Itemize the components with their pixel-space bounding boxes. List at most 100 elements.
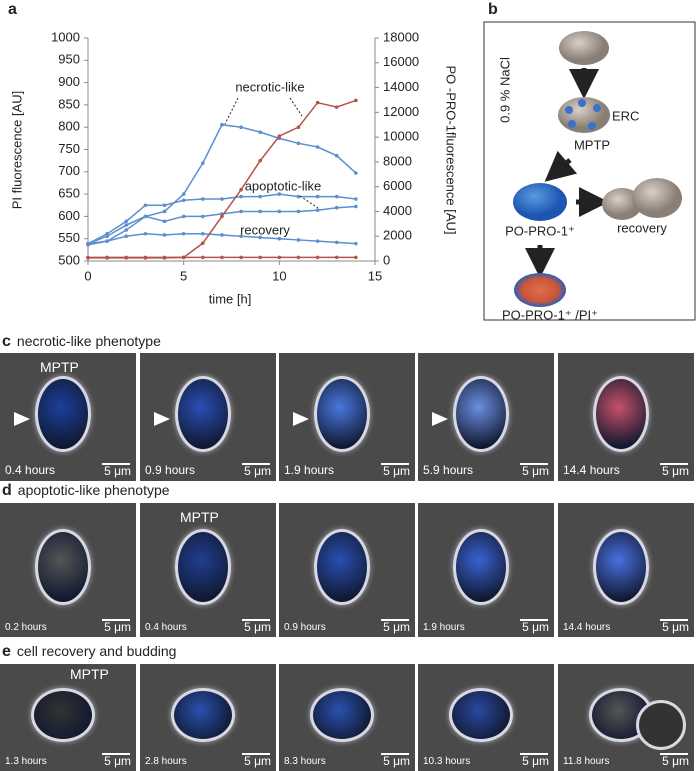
point (86, 255, 90, 260)
scale-label: 5 μm (522, 464, 549, 478)
point (105, 255, 109, 260)
arrow (154, 412, 170, 426)
point (315, 239, 320, 243)
y2-tick-label: 8000 (383, 153, 412, 168)
y2-tick-label: 16000 (383, 54, 419, 69)
y2-tick-label: 6000 (383, 178, 412, 193)
point (354, 197, 358, 201)
point (86, 241, 90, 246)
scale-label: 5 μm (522, 620, 549, 634)
scale-bar (381, 619, 409, 621)
point (277, 255, 282, 260)
panel-label: b (488, 1, 498, 18)
point (296, 194, 301, 199)
time-label: 11.8 hours (563, 756, 610, 767)
micrograph: 11.8 hours 5 μm (558, 664, 694, 771)
cell (310, 687, 374, 742)
scale-label: 5 μm (383, 464, 410, 478)
y2-tick-label: 4000 (383, 203, 412, 218)
cell (559, 31, 609, 65)
scale-bar (520, 463, 548, 465)
panel-label: d (2, 482, 12, 499)
point (334, 240, 339, 245)
point (258, 158, 263, 163)
point (258, 255, 263, 260)
scale-label: 5 μm (522, 754, 549, 768)
micrograph: 0.4 hours 5 μm MPTP (0, 353, 136, 481)
y-tick-label: 650 (58, 186, 80, 201)
time-label: 2.8 hours (145, 756, 187, 767)
annotation: necrotic-like (235, 79, 304, 94)
point (162, 255, 167, 260)
annotation: apoptotic-like (245, 178, 322, 193)
chart: a PI fluorescence [AU] PO -PRO-1fluoresc… (8, 1, 459, 306)
scale-bar (520, 619, 548, 621)
panel-title: necrotic-like phenotype (16, 333, 161, 349)
point (201, 231, 205, 236)
point (181, 255, 186, 260)
point (220, 122, 224, 127)
point (258, 235, 263, 240)
panel-label: e (2, 643, 11, 660)
point (143, 214, 148, 219)
cell (632, 178, 682, 218)
y2-tick-label: 2000 (383, 228, 412, 243)
point (315, 100, 320, 105)
micrograph: 1.9 hours 5 μm (418, 503, 554, 637)
micrograph: 0.9 hours 5 μm (140, 353, 276, 481)
point (201, 197, 205, 201)
time-label: 0.9 hours (145, 463, 196, 477)
micrograph: 14.4 hours 5 μm (558, 503, 694, 637)
time-label: 0.2 hours (5, 622, 47, 633)
y2-tick-label: 12000 (383, 104, 419, 119)
point (220, 214, 224, 219)
cell (514, 273, 566, 307)
micrograph: 0.9 hours 5 μm (279, 503, 415, 637)
point (277, 134, 282, 138)
scale-label: 5 μm (244, 754, 271, 768)
cell (31, 687, 95, 742)
mptp-label: MPTP (574, 137, 610, 152)
point (105, 231, 109, 236)
point (124, 234, 129, 239)
micrograph: 0.4 hours 5 μm MPTP (140, 503, 276, 637)
point (239, 194, 243, 199)
point (124, 219, 129, 224)
y-tick-label: 550 (58, 230, 80, 245)
point (239, 209, 243, 214)
double-label: PO-PRO-1⁺ /PI⁺ (502, 307, 598, 322)
point (296, 141, 301, 146)
point (277, 236, 282, 241)
cell (35, 529, 91, 605)
leader (224, 97, 239, 125)
micrograph: 1.3 hours 5 μm MPTP (0, 664, 136, 771)
arrow (432, 412, 448, 426)
series-line (87, 205, 356, 245)
scale-bar (520, 753, 548, 755)
panel-title: cell recovery and budding (16, 643, 177, 659)
y-tick-label: 750 (58, 141, 80, 156)
time-label: 14.4 hours (563, 463, 620, 477)
point (181, 192, 186, 196)
time-label: 10.3 hours (423, 756, 471, 767)
time-label: 1.9 hours (284, 463, 335, 477)
point (354, 98, 358, 103)
point (258, 209, 263, 214)
frame (483, 21, 696, 321)
cell (602, 188, 642, 220)
panel-heading: d apoptotic-like phenotype (2, 482, 170, 500)
y-tick-label: 700 (58, 163, 80, 178)
cell (314, 529, 370, 605)
scale-bar (660, 753, 688, 755)
scale-bar (242, 463, 270, 465)
scale-bar (660, 619, 688, 621)
popro-label: PO-PRO-1⁺ (505, 223, 575, 238)
cell (453, 529, 509, 605)
arrow (293, 412, 309, 426)
point (124, 223, 129, 227)
point (277, 192, 282, 196)
time-label: 0.4 hours (145, 622, 187, 633)
scale-bar (102, 753, 130, 755)
point (315, 255, 320, 260)
